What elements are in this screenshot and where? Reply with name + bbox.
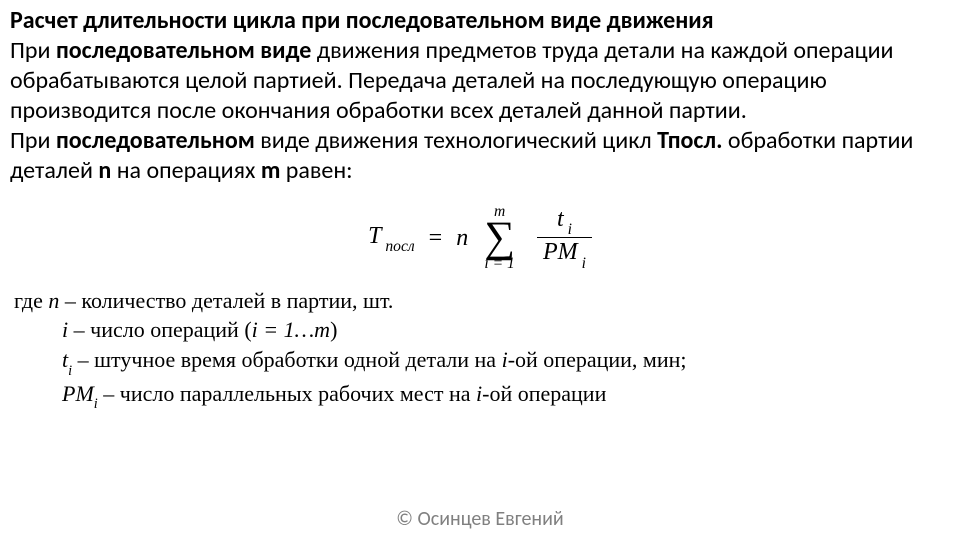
var-n: n — [48, 288, 59, 313]
heading: Расчет длительности цикла при последоват… — [10, 6, 950, 36]
var-range: i = 1…m — [252, 317, 330, 342]
bold-text: m — [261, 156, 281, 185]
text: При — [10, 126, 56, 155]
fraction: t i PM i — [537, 207, 592, 269]
text: При — [10, 36, 56, 65]
paragraph-1: При последовательном виде движения предм… — [10, 36, 950, 126]
text: -ой операции, мин; — [508, 347, 687, 372]
var-pm: PM — [62, 381, 94, 406]
def-n: где n – количество деталей в партии, шт. — [14, 286, 950, 316]
definitions: где n – количество деталей в партии, шт.… — [14, 286, 950, 413]
text: виде движения технологический цикл — [255, 126, 657, 155]
bold-text: последовательном — [56, 126, 255, 155]
sum-lower: i = 1 — [484, 256, 514, 272]
formula: T посл = n m ∑ i = 1 t i PM i — [10, 204, 950, 272]
text: ) — [330, 317, 337, 342]
text: -ой операции — [482, 381, 606, 406]
def-i: i – число операций (i = 1…m) — [62, 315, 950, 345]
bold-text: n — [98, 156, 111, 185]
def-ti: ti – штучное время обработки одной детал… — [62, 345, 950, 379]
formula-sub-posl: посл — [381, 238, 414, 255]
summation: m ∑ i = 1 — [484, 204, 515, 272]
text: равен: — [280, 156, 352, 185]
numerator-sub-i: i — [564, 221, 572, 238]
var-t-sub: i — [68, 363, 72, 379]
denominator-PM: PM — [543, 239, 578, 265]
var-pm-sub: i — [94, 396, 98, 412]
bold-text: последовательном виде — [56, 36, 311, 65]
text: – штучное время обработки одной детали н… — [72, 347, 501, 372]
formula-T: T — [368, 223, 381, 249]
sigma-icon: ∑ — [484, 221, 515, 256]
text: где — [14, 288, 48, 313]
text: на операциях — [111, 156, 261, 185]
text: – количество деталей в партии, шт. — [59, 288, 393, 313]
text: – число операций ( — [68, 317, 252, 342]
numerator-t: t — [557, 206, 564, 232]
paragraph-2: При последовательном виде движения техно… — [10, 126, 950, 186]
bold-text: Тпосл. — [657, 126, 722, 155]
denominator-sub-i: i — [578, 255, 586, 272]
def-pmi: PMi – число параллельных рабочих мест на… — [62, 379, 950, 413]
copyright-footer: © Осинцев Евгений — [0, 507, 960, 532]
equals-sign: = — [429, 223, 443, 253]
text: – число параллельных рабочих мест на — [98, 381, 476, 406]
formula-n: n — [456, 223, 468, 253]
